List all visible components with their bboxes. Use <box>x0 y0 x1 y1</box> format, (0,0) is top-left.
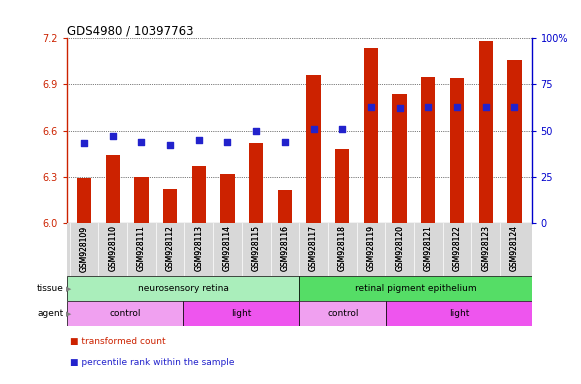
Text: GSM928115: GSM928115 <box>252 225 261 271</box>
Text: light: light <box>231 310 252 318</box>
Text: ▶: ▶ <box>66 311 71 317</box>
Bar <box>134 177 149 223</box>
Text: agent: agent <box>38 310 64 318</box>
Text: GSM928114: GSM928114 <box>223 225 232 271</box>
Text: control: control <box>109 310 141 318</box>
Text: GSM928122: GSM928122 <box>453 225 461 271</box>
Bar <box>220 174 235 223</box>
Text: light: light <box>449 310 469 318</box>
Text: GSM928124: GSM928124 <box>510 225 519 271</box>
Bar <box>163 189 177 223</box>
Bar <box>249 143 263 223</box>
Bar <box>67 223 532 276</box>
Text: GSM928121: GSM928121 <box>424 225 433 271</box>
Text: GSM928113: GSM928113 <box>194 225 203 271</box>
Text: GSM928122: GSM928122 <box>453 225 461 271</box>
Bar <box>192 166 206 223</box>
Text: control: control <box>327 310 358 318</box>
Point <box>223 139 232 145</box>
Bar <box>386 301 532 326</box>
Bar <box>299 276 532 301</box>
Bar <box>507 60 522 223</box>
Text: ▶: ▶ <box>66 286 71 292</box>
Point <box>338 126 347 132</box>
Text: GSM928113: GSM928113 <box>194 225 203 271</box>
Text: GSM928123: GSM928123 <box>481 225 490 271</box>
Bar <box>306 75 321 223</box>
Text: GSM928110: GSM928110 <box>108 225 117 271</box>
Point <box>481 104 490 110</box>
Bar <box>67 276 299 301</box>
Text: GSM928112: GSM928112 <box>166 225 175 271</box>
Text: GSM928116: GSM928116 <box>281 225 289 271</box>
Text: GDS4980 / 10397763: GDS4980 / 10397763 <box>67 24 193 37</box>
Text: GSM928119: GSM928119 <box>367 225 375 271</box>
Point <box>309 126 318 132</box>
Bar <box>479 41 493 223</box>
Text: GSM928121: GSM928121 <box>424 225 433 271</box>
Text: GSM928117: GSM928117 <box>309 225 318 271</box>
Bar <box>77 178 91 223</box>
Text: GSM928123: GSM928123 <box>481 225 490 271</box>
Text: neurosensory retina: neurosensory retina <box>138 285 228 293</box>
Point <box>280 139 289 145</box>
Bar <box>106 155 120 223</box>
Text: GSM928118: GSM928118 <box>338 225 347 271</box>
Text: GSM928110: GSM928110 <box>108 225 117 271</box>
Point <box>166 142 175 148</box>
Point <box>194 137 203 143</box>
Point <box>510 104 519 110</box>
Bar <box>450 78 464 223</box>
Text: GSM928112: GSM928112 <box>166 225 175 271</box>
Bar <box>392 94 407 223</box>
Text: GSM928119: GSM928119 <box>367 225 375 271</box>
Text: GSM928120: GSM928120 <box>395 225 404 271</box>
Point <box>108 133 117 139</box>
Text: GSM928115: GSM928115 <box>252 225 261 271</box>
Text: ■ transformed count: ■ transformed count <box>70 337 166 346</box>
Text: tissue: tissue <box>37 285 64 293</box>
Bar <box>299 301 386 326</box>
Text: GSM928111: GSM928111 <box>137 225 146 271</box>
Bar <box>421 77 436 223</box>
Text: GSM928109: GSM928109 <box>80 225 88 271</box>
Text: GSM928111: GSM928111 <box>137 225 146 271</box>
Bar <box>364 48 378 223</box>
Text: GSM928114: GSM928114 <box>223 225 232 271</box>
Point <box>137 139 146 145</box>
Point <box>453 104 462 110</box>
Text: GSM928120: GSM928120 <box>395 225 404 271</box>
Bar <box>335 149 349 223</box>
Point <box>424 104 433 110</box>
Point <box>395 105 404 111</box>
Bar <box>278 190 292 223</box>
Text: GSM928117: GSM928117 <box>309 225 318 271</box>
Point <box>80 141 89 147</box>
Text: GSM928124: GSM928124 <box>510 225 519 271</box>
Text: ■ percentile rank within the sample: ■ percentile rank within the sample <box>70 358 234 367</box>
Bar <box>67 301 183 326</box>
Bar <box>183 301 299 326</box>
Text: GSM928109: GSM928109 <box>80 225 88 271</box>
Point <box>252 127 261 134</box>
Text: retinal pigment epithelium: retinal pigment epithelium <box>354 285 476 293</box>
Point <box>366 104 375 110</box>
Text: GSM928116: GSM928116 <box>281 225 289 271</box>
Text: GSM928118: GSM928118 <box>338 225 347 271</box>
